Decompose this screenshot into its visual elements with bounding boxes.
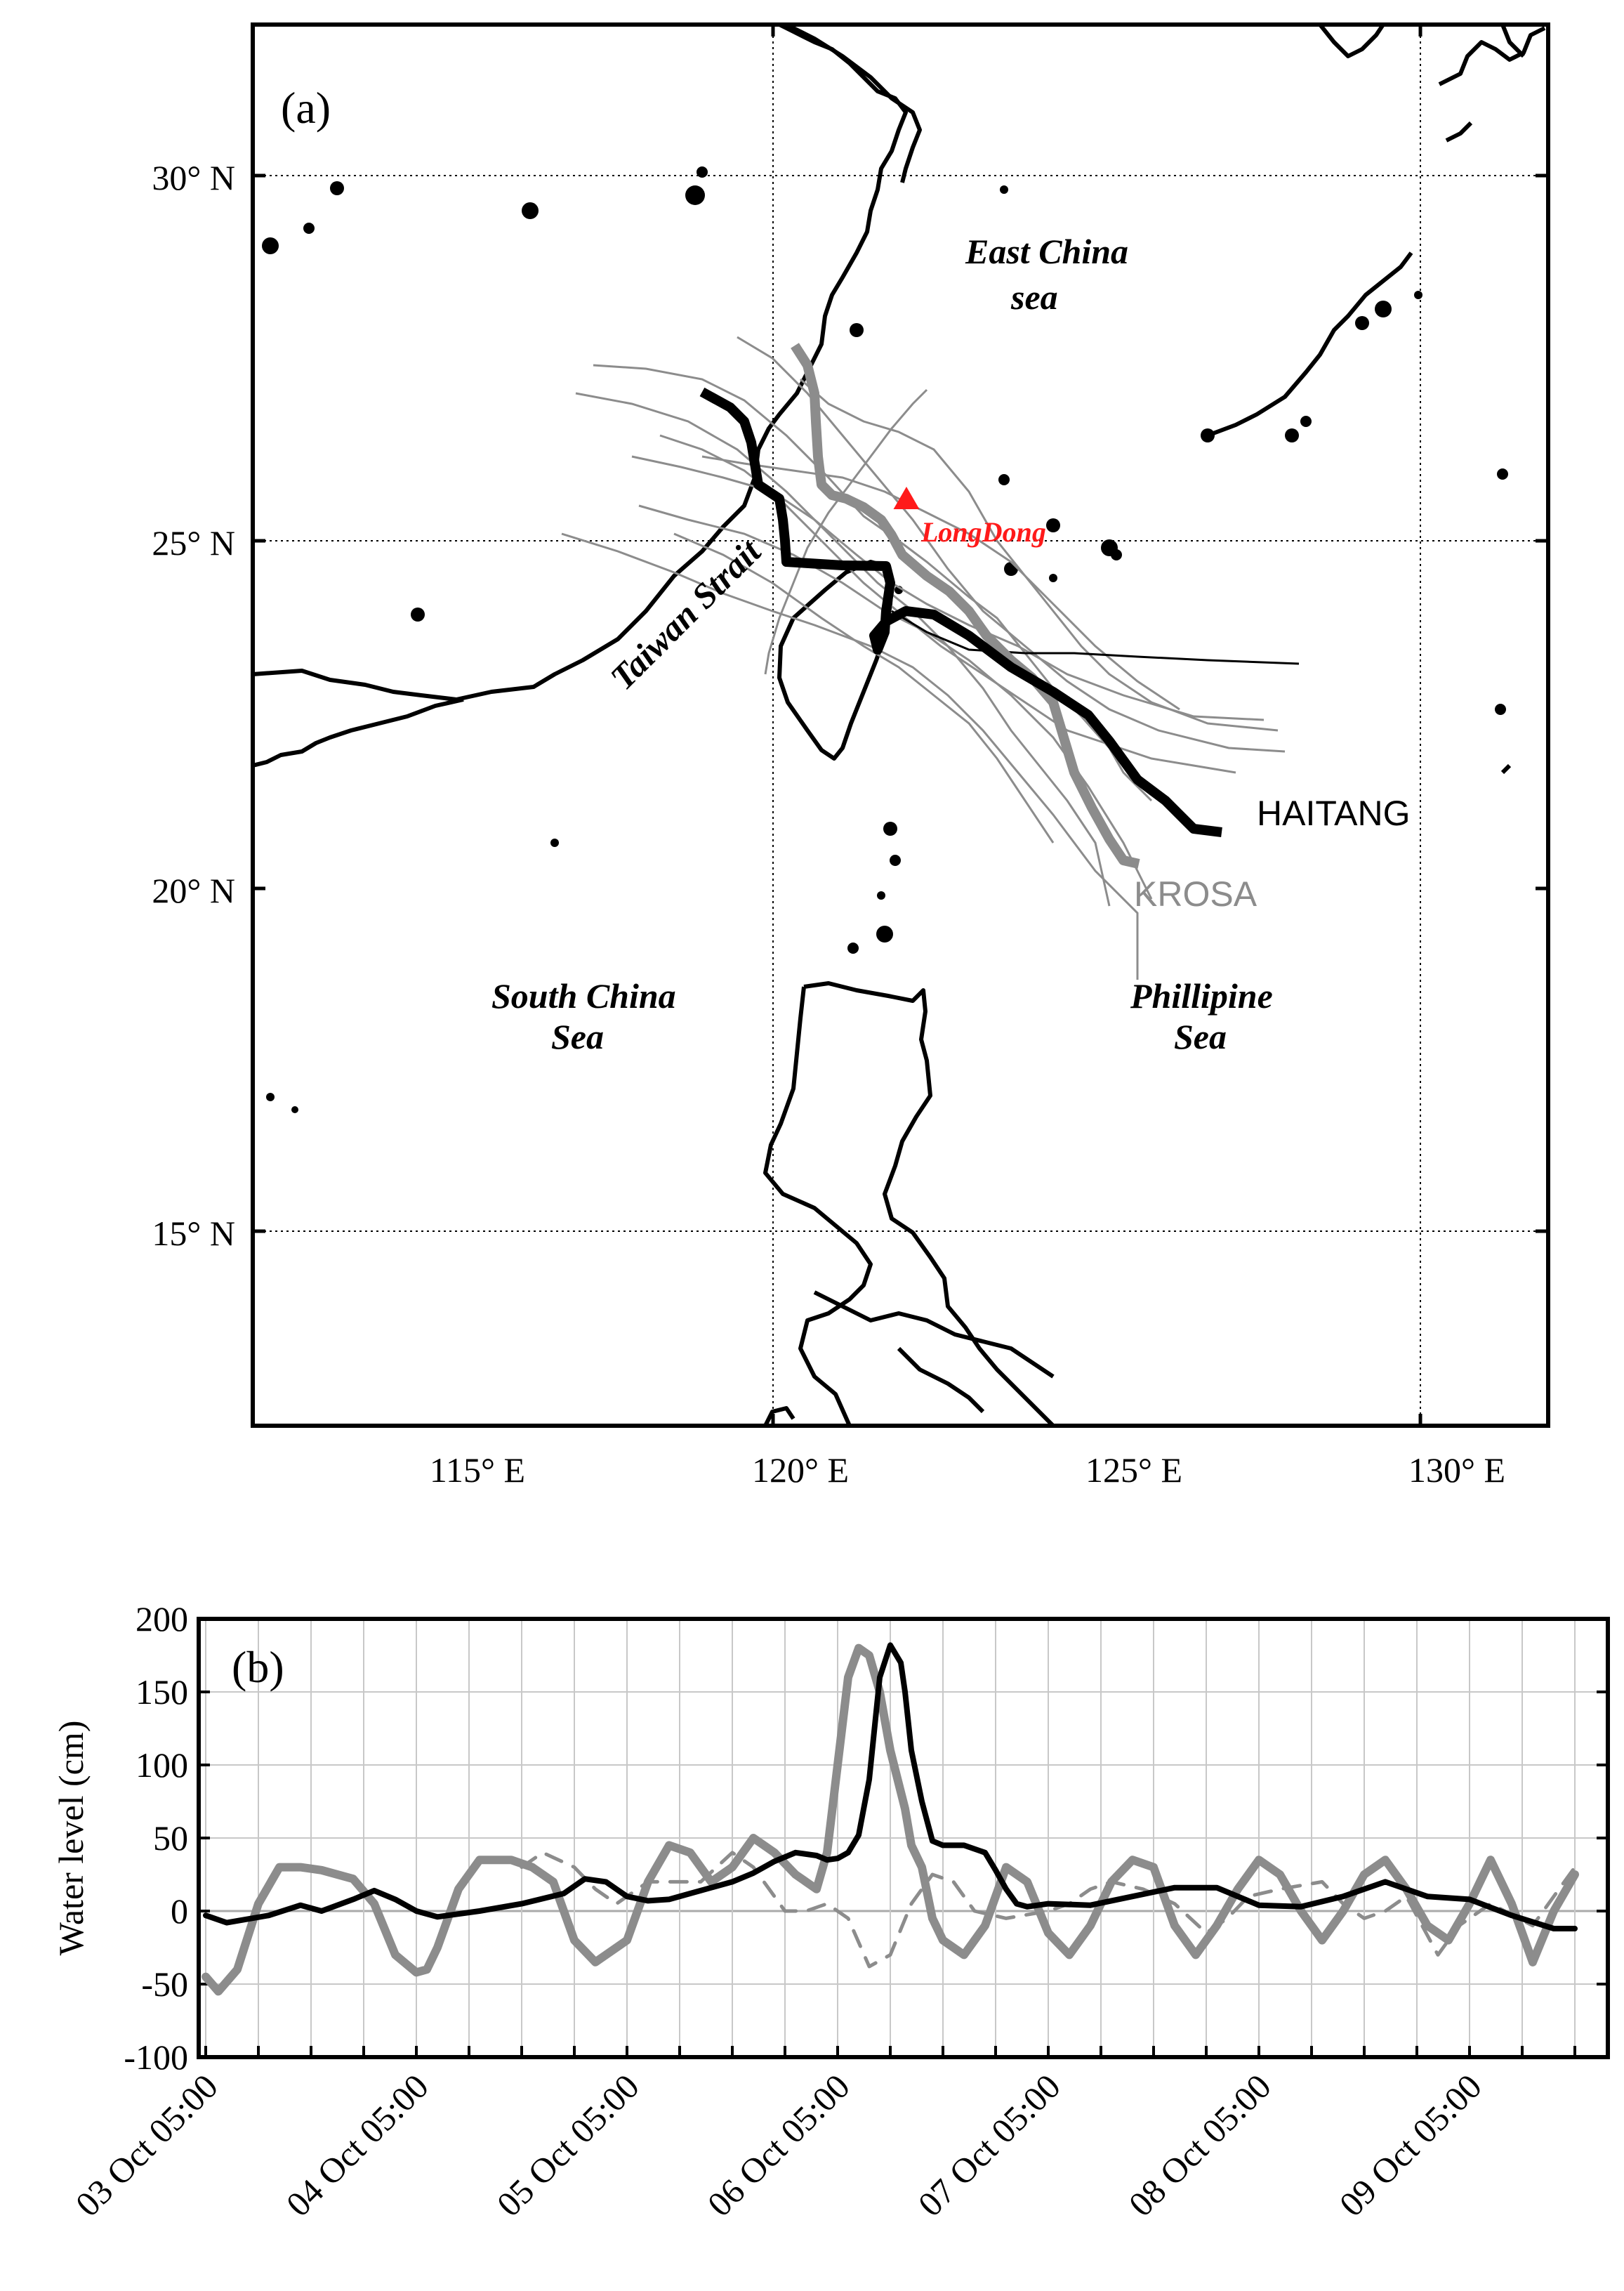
chart-frame [197, 1617, 1610, 2059]
map-panel: LongDong (a) 15° N 20° N 25° N 30° N 115… [152, 22, 1550, 1490]
lat-tick-15: 15° N [152, 1214, 235, 1253]
philippine-sea-label-2: Sea [1174, 1017, 1227, 1056]
x-tick-label: 03 Oct 05:00 [68, 2066, 225, 2224]
japan-kyushu [1438, 26, 1546, 775]
series-line-black-solid [203, 1642, 1578, 1931]
yangtze-coast [785, 25, 922, 183]
map-ticks [253, 25, 1548, 1426]
x-tick-label: 08 Oct 05:00 [1121, 2066, 1279, 2224]
haitang-continuation [891, 610, 1300, 665]
panel-a-label: (a) [281, 83, 331, 133]
lat-tick-30: 30° N [152, 158, 235, 197]
small-islands [262, 166, 1508, 1113]
x-tick-label: 04 Oct 05:00 [279, 2066, 436, 2224]
x-tick-label: 09 Oct 05:00 [1332, 2066, 1489, 2224]
philippine-sea-label-1: Phillipine [1130, 976, 1273, 1016]
y-tick-labels: -100 -50 0 50 100 150 200 [124, 1599, 188, 2077]
china-coast-south [253, 697, 464, 768]
y-tick-label: 0 [171, 1891, 188, 1931]
x-tick-labels: 03 Oct 05:00 04 Oct 05:00 05 Oct 05:00 06 O… [68, 2066, 1489, 2224]
ryukyu-islands [1206, 251, 1413, 438]
lat-tick-20: 20° N [152, 871, 235, 910]
lon-tick-120: 120° E [752, 1450, 849, 1490]
lon-tick-125: 125° E [1085, 1450, 1182, 1490]
philippines-south [763, 1290, 1055, 1426]
chart-series [202, 1642, 1579, 1996]
lon-tick-130: 130° E [1408, 1450, 1505, 1490]
series-line-gray-thick [202, 1643, 1579, 1996]
y-tick-label: 150 [136, 1672, 188, 1712]
map-content: LongDong [253, 25, 1548, 1426]
longdong-station-marker: LongDong [893, 486, 1046, 548]
map-gridlines [253, 25, 1548, 1426]
haitang-label: HAITANG [1257, 794, 1411, 833]
water-level-chart: -100 -50 0 50 100 150 200 03 Oct 05:00 04 Oct 0… [51, 1599, 1610, 2224]
series-line-gray-dashed [520, 1851, 1577, 1969]
y-tick-label: -50 [141, 1964, 188, 2004]
x-tick-label: 07 Oct 05:00 [911, 2066, 1068, 2224]
korea-coast [1318, 25, 1526, 58]
coastline [253, 25, 1546, 1426]
east-china-sea-label-2: sea [1010, 277, 1058, 317]
y-tick-label: 50 [153, 1818, 188, 1858]
luzon-island [763, 981, 1055, 1426]
krosa-track [791, 343, 1140, 869]
east-china-sea-label-1: East China [965, 232, 1128, 271]
y-tick-label: 100 [136, 1745, 188, 1785]
x-tick-label: 06 Oct 05:00 [700, 2066, 857, 2224]
y-tick-label: -100 [124, 2037, 188, 2077]
map-frame [251, 22, 1550, 1428]
chart-gridlines [199, 1617, 1608, 2059]
panel-b-label: (b) [232, 1642, 284, 1692]
lat-tick-labels: 15° N 20° N 25° N 30° N [152, 158, 235, 1253]
y-axis-label: Water level (cm) [51, 1721, 91, 1956]
lon-tick-labels: 115° E 120° E 125° E 130° E [430, 1450, 1505, 1490]
historical-tracks [561, 336, 1286, 980]
haitang-track [699, 387, 1222, 837]
south-china-sea-label-1: South China [491, 976, 676, 1016]
y-tick-label: 200 [136, 1599, 188, 1639]
lat-tick-25: 25° N [152, 523, 235, 563]
lon-tick-115: 115° E [430, 1450, 525, 1490]
x-tick-label: 05 Oct 05:00 [489, 2066, 647, 2224]
south-china-sea-label-2: Sea [551, 1017, 604, 1056]
longdong-label: LongDong [920, 516, 1046, 548]
krosa-label: KROSA [1134, 874, 1257, 914]
